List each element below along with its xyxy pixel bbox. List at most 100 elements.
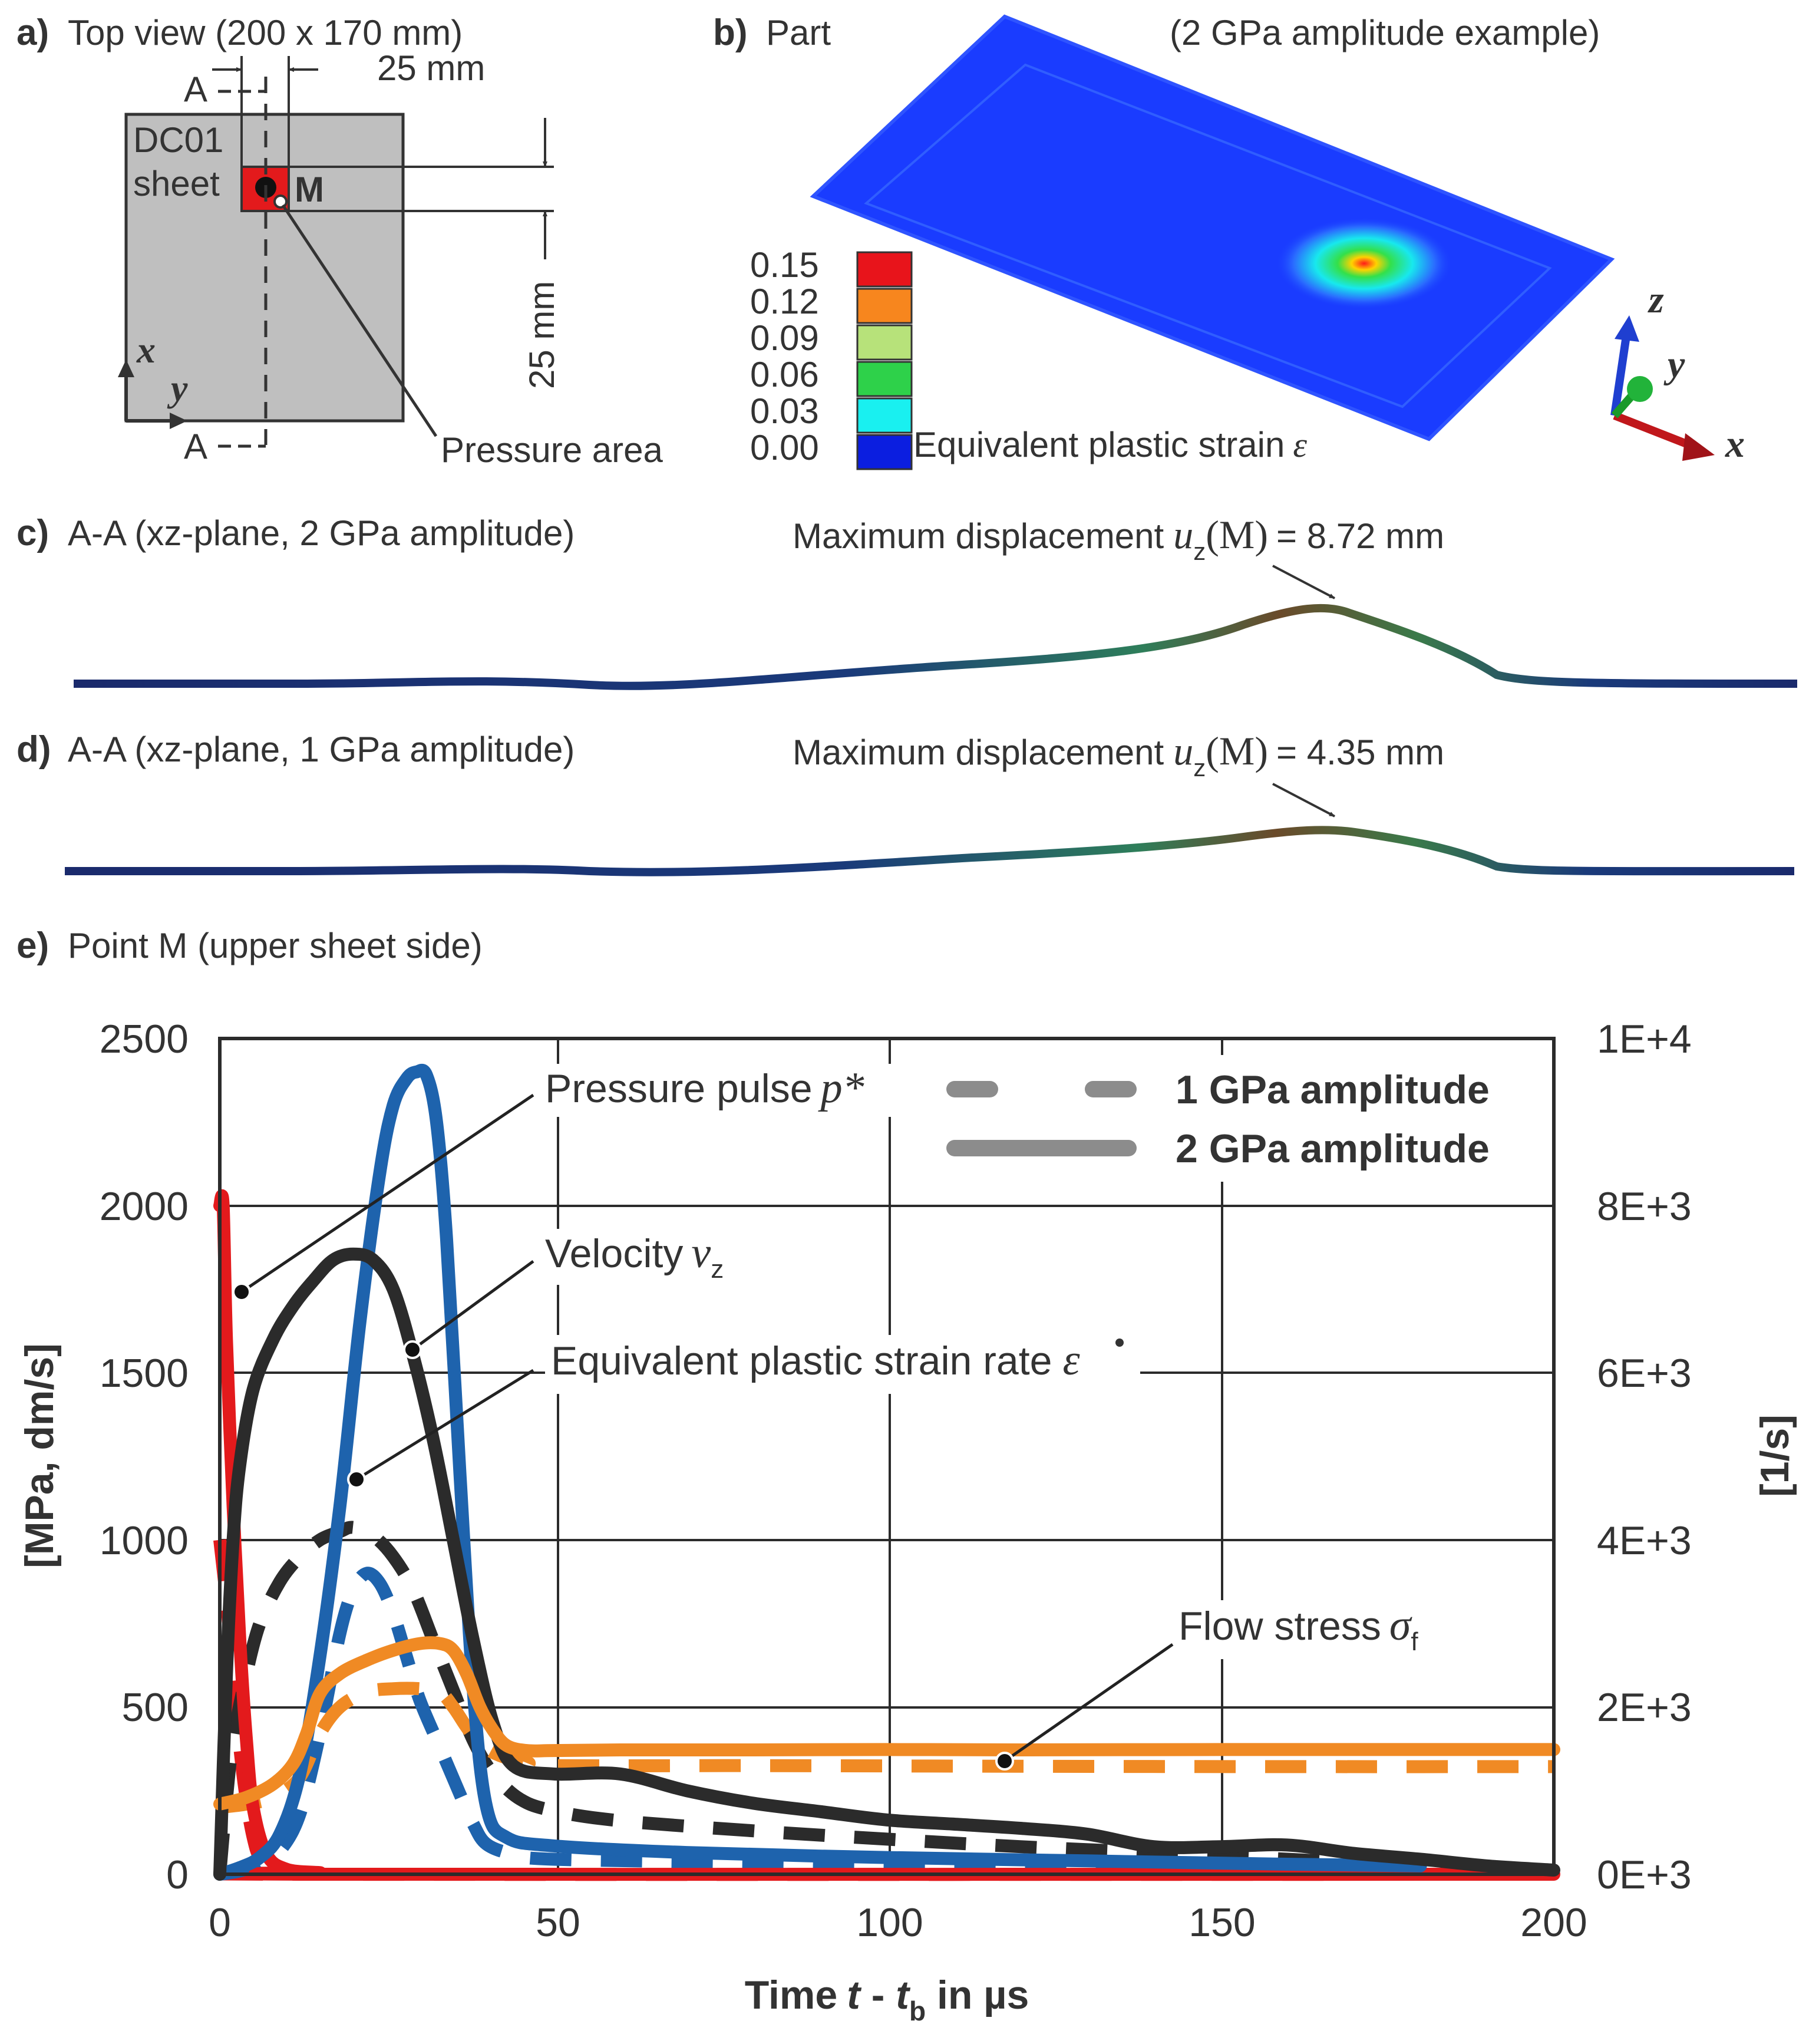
ann-strainrate-dot-accent	[1115, 1339, 1124, 1347]
pressure-area-anchor	[273, 194, 288, 209]
panel-b-subtitle: (2 GPa amplitude example)	[1170, 13, 1600, 52]
profile-1gpa	[65, 826, 1795, 876]
c-ann-value: = 8.72 mm	[1276, 516, 1444, 556]
ann-pressure-dot	[232, 1283, 251, 1301]
y2-tick-0: 0E+3	[1597, 1852, 1692, 1897]
chart-legend: 1 GPa amplitude 2 GPa amplitude	[943, 1055, 1526, 1182]
y2-tick-6e3: 6E+3	[1597, 1351, 1692, 1396]
series-equivalent-plastic-strain-rate-1-gpa	[213, 1521, 1421, 1875]
legend-swatch-5	[856, 434, 913, 470]
ann-flow-dot	[995, 1752, 1014, 1771]
panel-b-label: b)	[713, 12, 748, 53]
x-tick-50: 50	[536, 1900, 580, 1945]
part-plate-inner-edge	[864, 63, 1552, 408]
part-plate	[813, 17, 1612, 439]
legend-swatch-0	[856, 251, 913, 288]
chart-series	[212, 1063, 1560, 1881]
profile-2gpa	[74, 604, 1798, 690]
d-ann-sub: z	[1193, 754, 1206, 782]
panel-e-title: Point M (upper sheet side)	[68, 926, 483, 965]
y-axis-title-left: [MPa, dm/s]	[17, 1343, 62, 1568]
y2-tick-4e3: 4E+3	[1597, 1518, 1692, 1563]
axis-x-label: x	[136, 329, 156, 371]
legend-caption: Equivalent plastic strain ε	[913, 425, 1307, 464]
legend-swatch-2	[856, 324, 913, 361]
legend-value-3: 0.06	[750, 355, 819, 394]
legend-swatch-3	[856, 361, 913, 397]
legend-swatch-4	[856, 397, 913, 434]
legend-dashed-label: 1 GPa amplitude	[1176, 1067, 1490, 1112]
ann-pressure: Pressure pulse p*	[545, 1064, 864, 1112]
pressure-area-leader	[281, 204, 438, 437]
ann-pressure-text: Pressure pulse	[545, 1066, 813, 1111]
point-m-label: M	[295, 170, 324, 209]
panel-b: b) Part (2 GPa amplitude example) 0.15 0…	[713, 12, 1745, 470]
x-title-prefix: Time	[745, 1973, 837, 2017]
panel-c-annotation: Maximum displacement uz(M) = 8.72 mm	[793, 512, 1444, 565]
x-title-suffix: in µs	[926, 1973, 1029, 2017]
legend-value-2: 0.09	[750, 318, 819, 358]
c-ann-var: u	[1173, 512, 1193, 557]
series-velocity-vz-1-gpa	[219, 1567, 1421, 1881]
ann-flow-sub: f	[1411, 1627, 1418, 1656]
strain-hotspot	[1276, 217, 1452, 309]
y-tick-0: 0	[166, 1852, 189, 1897]
y-tick-2500: 2500	[100, 1017, 189, 1061]
c-ann-prefix: Maximum displacement	[793, 516, 1164, 556]
legend-solid-label: 2 GPa amplitude	[1176, 1126, 1490, 1171]
panel-e-label: e)	[16, 925, 49, 966]
ann-flow-sym: σ	[1389, 1601, 1412, 1650]
legend-swatches	[856, 251, 913, 470]
triad-x-arrowhead	[1682, 433, 1715, 461]
axis-y-arrowhead	[170, 413, 187, 429]
panel-d-label: d)	[16, 729, 51, 770]
triad-z-axis	[1610, 335, 1630, 417]
y2-tick-1e4: 1E+4	[1597, 1017, 1692, 1061]
c-ann-arrow	[1272, 565, 1335, 599]
ann-flow: Flow stress σf	[1178, 1601, 1418, 1656]
ann-velocity-text: Velocity	[545, 1231, 683, 1276]
c-ann-sub: z	[1193, 538, 1206, 565]
series-velocity-vz-2-gpa	[213, 1063, 1427, 1881]
panel-b-title: Part	[766, 13, 831, 52]
plot-frame	[218, 1037, 1556, 1876]
panel-a-label: a)	[16, 12, 49, 53]
dim-top-label: 25 mm	[377, 48, 485, 88]
series-flow-stress-f-2-gpa	[213, 1636, 1560, 1811]
y-tick-1500: 1500	[100, 1351, 189, 1396]
ann-pressure-bg	[539, 1064, 904, 1117]
axis-triad: z y x	[1610, 278, 1745, 466]
x-tick-100: 100	[856, 1900, 923, 1945]
ann-pressure-sym: p*	[818, 1064, 864, 1112]
dim-right-label: 25 mm	[522, 281, 562, 389]
legend-caption-text: Equivalent plastic strain	[913, 425, 1285, 464]
ann-strainrate-sym: ε	[1062, 1336, 1080, 1384]
sheet-label-line2: sheet	[133, 164, 220, 203]
x-title-tb: t	[896, 1973, 910, 2017]
ann-flow-text: Flow stress	[1178, 1604, 1381, 1649]
triad-x-axis	[1613, 411, 1699, 452]
ann-velocity-sym: v	[691, 1229, 711, 1277]
ann-strainrate-leader	[355, 1369, 534, 1481]
y-axis-title-right: [1/s]	[1752, 1415, 1797, 1497]
d-ann-arg: (M)	[1206, 728, 1268, 773]
legend-swatch-1	[856, 288, 913, 324]
panel-e: e) Point M (upper sheet side) 0 50 100 1…	[16, 925, 1797, 2026]
x-title-dash: -	[860, 1973, 896, 2017]
y-tick-2000: 2000	[100, 1184, 189, 1229]
x-tick-150: 150	[1189, 1900, 1255, 1945]
y2-tick-2e3: 2E+3	[1597, 1685, 1692, 1730]
panel-d: d) A-A (xz-plane, 1 GPa amplitude) Maxim…	[16, 728, 1795, 876]
section-a-bottom: A	[184, 427, 207, 466]
triad-y-head	[1627, 376, 1653, 402]
y2-tick-8e3: 8E+3	[1597, 1184, 1692, 1229]
panel-c-title: A-A (xz-plane, 2 GPa amplitude)	[68, 513, 575, 553]
sheet-label-line1: DC01	[133, 120, 223, 160]
ann-velocity-bg	[539, 1229, 751, 1285]
panel-d-annotation: Maximum displacement uz(M) = 4.35 mm	[793, 728, 1444, 782]
d-ann-var: u	[1173, 728, 1193, 773]
ann-velocity-dot	[403, 1340, 422, 1359]
d-ann-arrow	[1272, 783, 1335, 817]
x-title-t: t	[847, 1973, 861, 2017]
